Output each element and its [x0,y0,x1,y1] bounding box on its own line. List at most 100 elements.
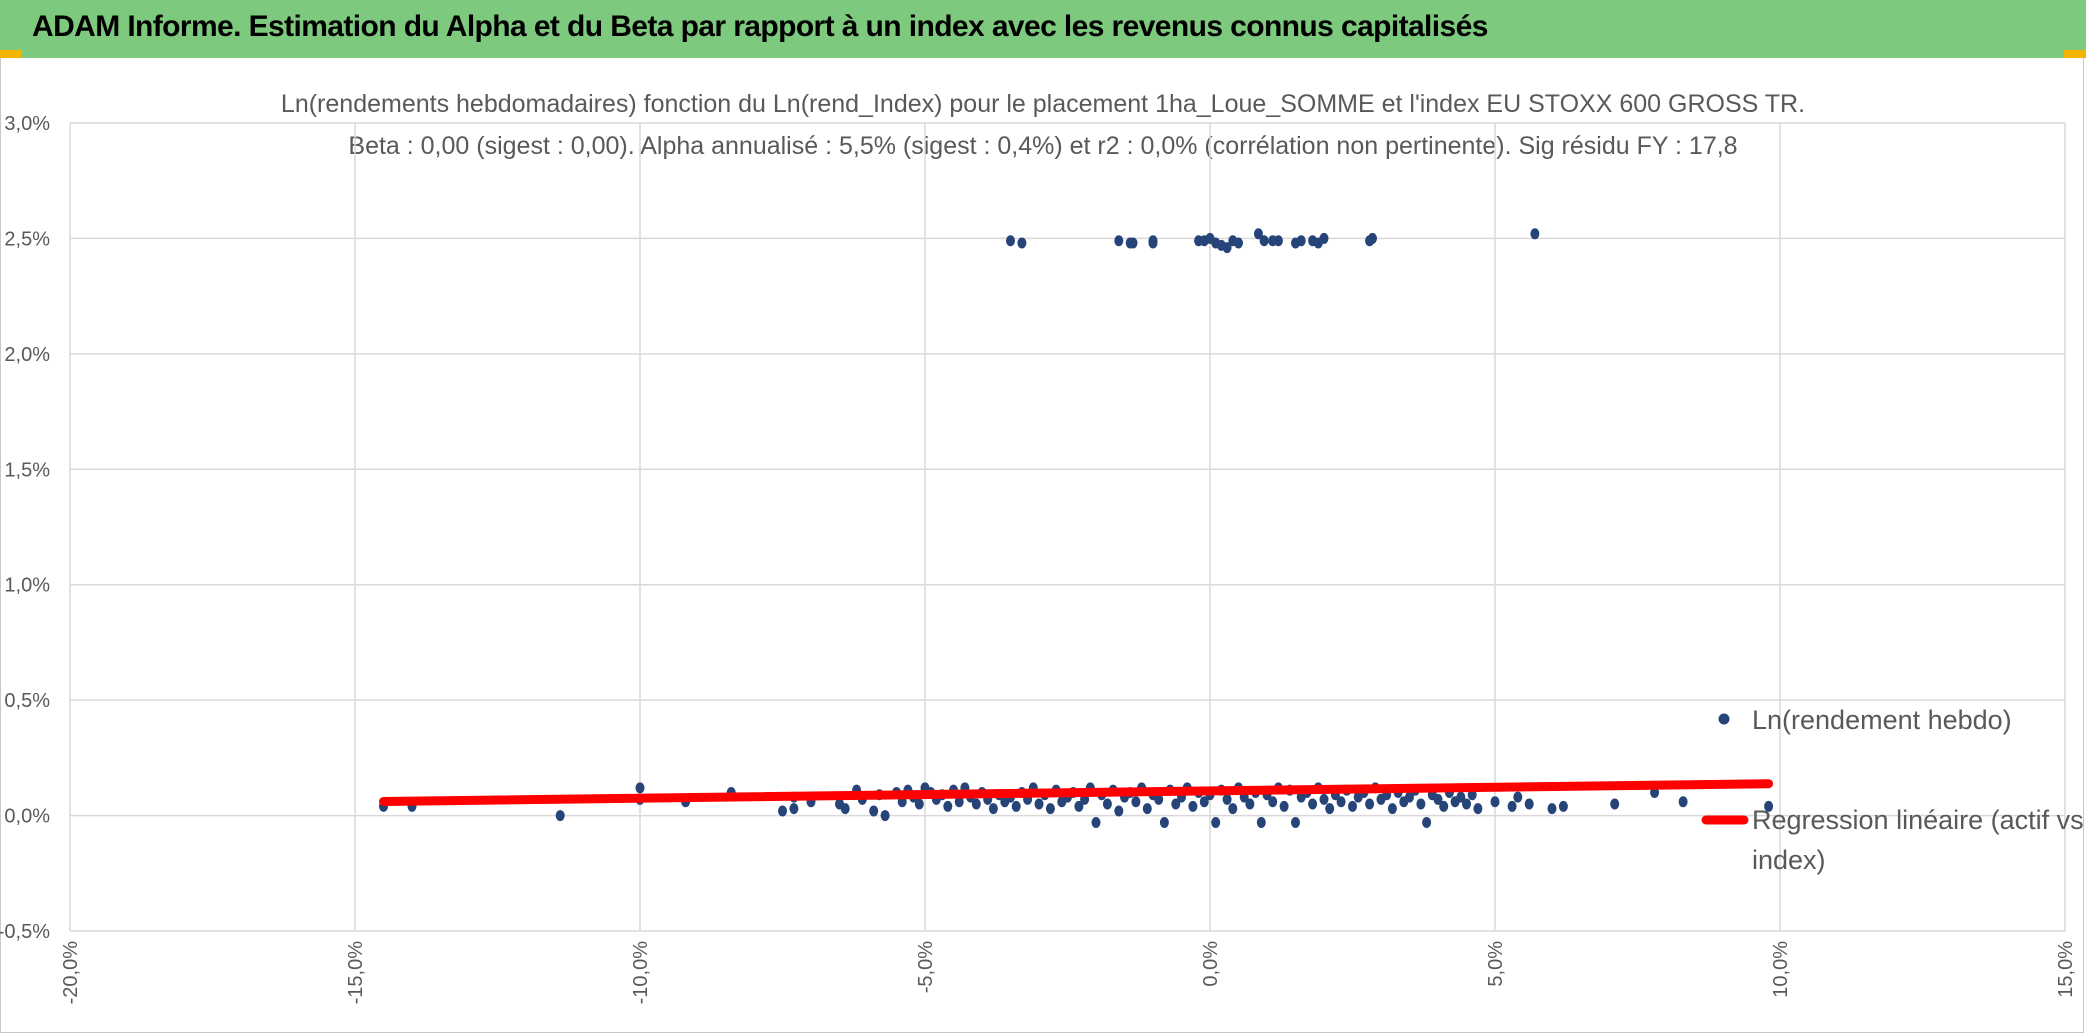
data-point [1530,228,1540,240]
x-tick-label: 10,0% [1770,941,1792,998]
data-point [1074,800,1084,812]
data-point [840,803,850,815]
data-point [1279,800,1289,812]
y-tick-label: 0,0% [4,806,50,828]
data-point [1439,800,1449,812]
data-point [1433,793,1443,805]
chart-frame [0,58,2084,1033]
data-point [1422,816,1432,828]
data-point [914,798,924,810]
data-point [1148,237,1158,249]
data-point [1273,235,1283,247]
x-tick-label: 5,0% [1485,941,1507,987]
data-point [1610,798,1620,810]
data-point [1524,798,1534,810]
y-tick-label: 2,0% [4,344,50,366]
data-point [1296,235,1306,247]
y-tick-label: 2,5% [4,228,50,250]
banner-right-marker [2064,50,2086,58]
data-point [1131,796,1141,808]
x-tick-label: -15,0% [345,941,367,1005]
data-point [1764,800,1774,812]
chart-subtitle: Beta : 0,00 (sigest : 0,00). Alpha annua… [348,132,1738,160]
data-point [1256,816,1266,828]
data-point [1513,791,1523,803]
regression-line [379,779,1774,806]
data-point [1211,816,1221,828]
x-tick-label: 15,0% [2055,941,2077,998]
x-tick-label: -20,0% [60,941,82,1005]
data-point [1319,793,1329,805]
data-point [1171,798,1181,810]
data-point [1456,791,1466,803]
y-tick-label: 0,5% [4,690,50,712]
data-point [1462,798,1471,810]
x-tick-label: 0,0% [1200,941,1222,987]
data-point [1017,237,1027,249]
data-point [1222,793,1232,805]
data-point [1678,796,1688,808]
data-point [1367,232,1377,244]
data-point [778,805,787,817]
data-point [1114,805,1124,817]
legend-label-scatter: Ln(rendement hebdo) [1752,705,2012,735]
data-point [1128,237,1138,249]
x-tick-label: -10,0% [630,941,652,1005]
data-point [1102,798,1112,810]
data-point [1199,796,1209,808]
data-point [1159,816,1169,828]
data-point [1154,793,1164,805]
data-point [1114,235,1124,247]
data-point [988,803,998,815]
data-point [1091,816,1101,828]
data-point [943,800,953,812]
data-point [1387,803,1397,815]
data-point [1234,237,1243,249]
data-point [1325,803,1335,815]
data-point [1245,798,1255,810]
x-tick-label: -5,0% [915,941,937,993]
data-point [789,803,799,815]
data-point [1253,228,1263,240]
legend-label-regression: Regression linéaire (actif vs index) [1752,805,2084,875]
data-point [1222,242,1232,254]
data-point [971,798,981,810]
legend-markers [1701,713,1749,825]
report-banner: ADAM Informe. Estimation du Alpha et du … [0,0,2086,58]
data-point [1507,800,1517,812]
data-point [1228,803,1238,815]
data-point [1490,796,1500,808]
data-point [1034,798,1044,810]
data-point [1547,803,1557,815]
data-point [1348,800,1357,812]
data-point [1142,803,1152,815]
y-tick-label: 1,0% [4,575,50,597]
data-point [555,810,565,822]
data-points [379,228,1774,828]
data-point [1558,800,1568,812]
chart-title: Ln(rendements hebdomadaires) fonction du… [280,90,1806,118]
data-point [1259,235,1269,247]
data-point [1291,816,1300,828]
y-tick-label: 1,5% [4,459,50,481]
data-point [1308,798,1318,810]
data-point [954,796,964,808]
data-point [1473,803,1483,815]
data-point [1188,800,1198,812]
report-title: ADAM Informe. Estimation du Alpha et du … [32,10,1488,43]
data-point [880,810,890,822]
y-tick-label: 3,0% [4,113,50,135]
data-point [1011,800,1021,812]
data-point [1006,235,1015,247]
data-point [1365,798,1375,810]
data-point [635,782,645,794]
regression-line-group [379,779,1774,806]
data-point [1045,803,1055,815]
axis-tick-labels: -20,0% -15,0% -10,0% -5,0% 0,0% 5,0% 10,0% 15,0… [0,113,2077,1004]
data-point [1416,798,1426,810]
data-point [1405,791,1414,803]
data-point [1336,796,1346,808]
data-point [869,805,879,817]
banner-left-marker [0,50,22,58]
